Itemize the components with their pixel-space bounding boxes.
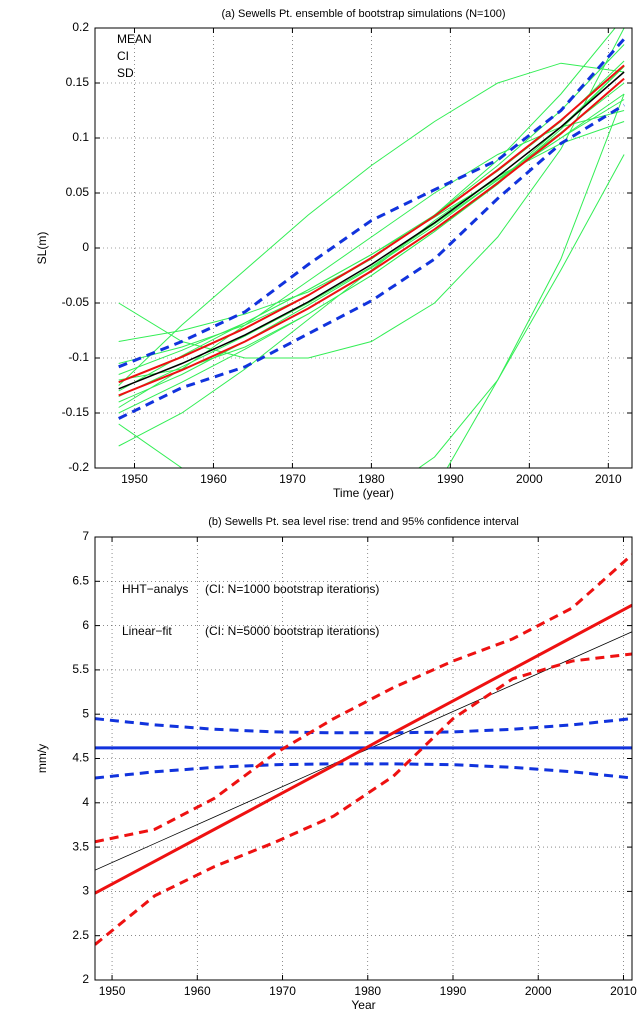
axes-frame [94, 27, 633, 469]
y-tick-label: 3 [82, 884, 89, 898]
y-tick-label: -0.1 [68, 350, 89, 364]
y-tick-label: 6.5 [72, 573, 89, 587]
series-line [446, 154, 625, 468]
series-line [95, 603, 632, 895]
legend-label: SD [117, 66, 134, 80]
y-tick-label: 6 [82, 618, 89, 632]
x-tick-label: 2000 [516, 472, 543, 486]
x-tick-label: 1960 [184, 984, 211, 998]
series-line [95, 652, 632, 946]
x-tick-label: 1970 [269, 984, 296, 998]
x-tick-label: 1980 [354, 984, 381, 998]
y-tick-label: 4.5 [72, 751, 89, 765]
series-line [118, 77, 625, 397]
y-tick-label: -0.05 [62, 295, 90, 309]
y-axis-label: mm/y [35, 744, 49, 773]
series-group [95, 553, 632, 946]
series-group [118, 28, 626, 468]
series-line [118, 62, 625, 386]
annotation: (CI: N=5000 bootstrap iterations) [205, 624, 379, 638]
chart-title: (a) Sewells Pt. ensemble of bootstrap si… [222, 8, 506, 20]
y-tick-label: 5.5 [72, 662, 89, 676]
x-tick-label: 1950 [121, 472, 148, 486]
series-line [118, 38, 626, 369]
series-line [95, 553, 632, 844]
legend-label: Linear−fit [122, 624, 172, 638]
y-tick-label: 0.1 [72, 130, 89, 144]
x-tick-label: 2000 [525, 984, 552, 998]
x-tick-label: 2010 [595, 472, 622, 486]
y-axis-label: SL(m) [35, 232, 49, 265]
x-axis-label: Year [351, 998, 375, 1009]
y-tick-label: -0.15 [62, 405, 90, 419]
y-tick-label: 4 [82, 795, 89, 809]
x-tick-label: 1960 [200, 472, 227, 486]
y-tick-label: 0 [82, 240, 89, 254]
legend-label: MEAN [117, 32, 152, 46]
y-tick-label: 3.5 [72, 839, 89, 853]
series-line [118, 93, 625, 468]
x-tick-label: 1990 [440, 984, 467, 998]
series-line [118, 103, 625, 420]
y-tick-label: 7 [82, 529, 89, 543]
series-line [118, 93, 625, 397]
x-tick-label: 1990 [437, 472, 464, 486]
series-line [118, 71, 625, 390]
y-tick-label: 2 [82, 972, 89, 986]
y-tick-label: 0.05 [66, 185, 90, 199]
y-tick-label: 0.15 [66, 75, 90, 89]
x-tick-label: 2010 [610, 984, 637, 998]
series-line [118, 64, 625, 384]
axes-frame [94, 536, 633, 981]
legend-label: CI [117, 49, 129, 63]
chart-title: (b) Sewells Pt. sea level rise: trend an… [208, 516, 519, 528]
series-line [118, 66, 625, 381]
x-axis-label: Time (year) [333, 486, 394, 500]
y-tick-label: -0.2 [68, 460, 89, 474]
annotation: (CI: N=1000 bootstrap iterations) [205, 582, 379, 596]
x-tick-label: 1970 [279, 472, 306, 486]
x-tick-label: 1950 [99, 984, 126, 998]
y-tick-label: 5 [82, 706, 89, 720]
y-tick-label: 0.2 [72, 20, 89, 34]
series-line [118, 82, 625, 403]
y-tick-label: 2.5 [72, 928, 89, 942]
legend-label: HHT−analys [122, 582, 188, 596]
x-tick-label: 1980 [358, 472, 385, 486]
series-line [95, 631, 632, 871]
